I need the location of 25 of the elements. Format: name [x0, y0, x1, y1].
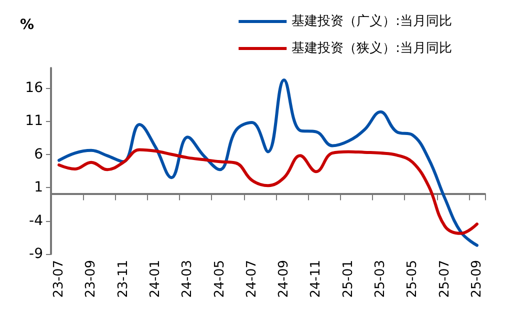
y-axis-title: % [20, 17, 34, 33]
x-tick-label: 25-09 [469, 260, 484, 298]
y-tick-label: -4 [29, 212, 44, 229]
x-tick-label: 24-09 [276, 260, 292, 298]
x-tick-label: 23-11 [116, 260, 131, 298]
x-tick-label: 24-03 [180, 260, 196, 298]
x-tick-label: 25-05 [405, 260, 420, 298]
x-tick-label: 25-03 [373, 260, 388, 298]
x-tick-label: 25-01 [340, 260, 356, 298]
y-tick-label: 1 [34, 180, 43, 196]
legend-label: 基建投资（狭义）:当月同比 [292, 41, 452, 56]
y-tick-label: 6 [34, 146, 44, 162]
x-tick-label: 24-05 [212, 260, 228, 298]
y-tick-label: -9 [29, 246, 43, 262]
line-series [58, 78, 478, 247]
x-tick-label: 24-11 [308, 260, 324, 298]
y-tick-label: 11 [25, 113, 43, 130]
legend-label: 基建投资（广义）:当月同比 [292, 14, 452, 29]
line-series [58, 148, 478, 235]
x-tick-label: 25-07 [437, 260, 452, 298]
x-tick-label: 23-09 [84, 260, 99, 298]
x-tick-label: 24-01 [148, 260, 163, 298]
x-tick-label: 24-07 [244, 260, 260, 298]
y-tick-label: 16 [25, 80, 44, 96]
x-tick-label: 23-07 [52, 260, 67, 298]
